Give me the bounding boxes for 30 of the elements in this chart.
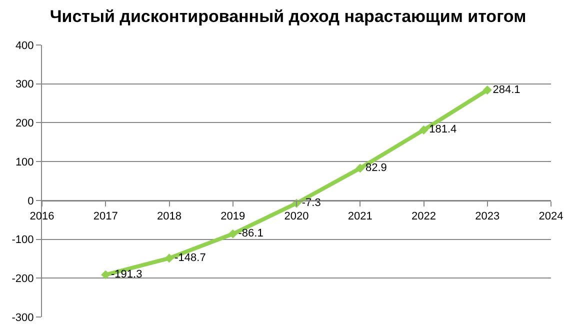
- y-tick-label: -100: [12, 234, 34, 246]
- data-label: -86.1: [238, 228, 264, 240]
- x-tick-label: 2024: [538, 210, 564, 223]
- data-label: -191.3: [111, 268, 142, 281]
- point: [101, 270, 110, 280]
- y-tick-label: 0: [28, 195, 34, 208]
- point: [356, 164, 365, 173]
- point: [419, 125, 428, 134]
- x-tick-label: 2019: [220, 210, 246, 223]
- y-tick-label: 400: [15, 40, 34, 52]
- x-tick-label: 2023: [475, 210, 500, 223]
- y-tick-label: -200: [12, 272, 34, 285]
- point: [482, 85, 492, 95]
- y-tick-label: 100: [15, 156, 34, 168]
- point: [164, 254, 174, 263]
- x-tick-label: 2021: [348, 210, 372, 223]
- data-label: -148.7: [174, 252, 206, 264]
- y-tick-label: 200: [15, 118, 34, 130]
- data-label: 284.1: [492, 84, 520, 96]
- data-label: 181.4: [429, 124, 457, 136]
- y-tick-label: -300: [12, 312, 34, 324]
- x-tick-label: 2020: [284, 210, 309, 223]
- x-tick-label: 2016: [30, 210, 54, 223]
- x-tick-label: 2022: [412, 210, 436, 223]
- point: [228, 229, 238, 238]
- data-label: 82.9: [366, 162, 387, 174]
- x-tick-label: 2018: [157, 210, 182, 223]
- y-tick-label: 300: [15, 78, 34, 91]
- chart-title: Чистый дисконтированный доход нарастающим итогом: [50, 6, 526, 26]
- x-tick-label: 2017: [93, 210, 118, 223]
